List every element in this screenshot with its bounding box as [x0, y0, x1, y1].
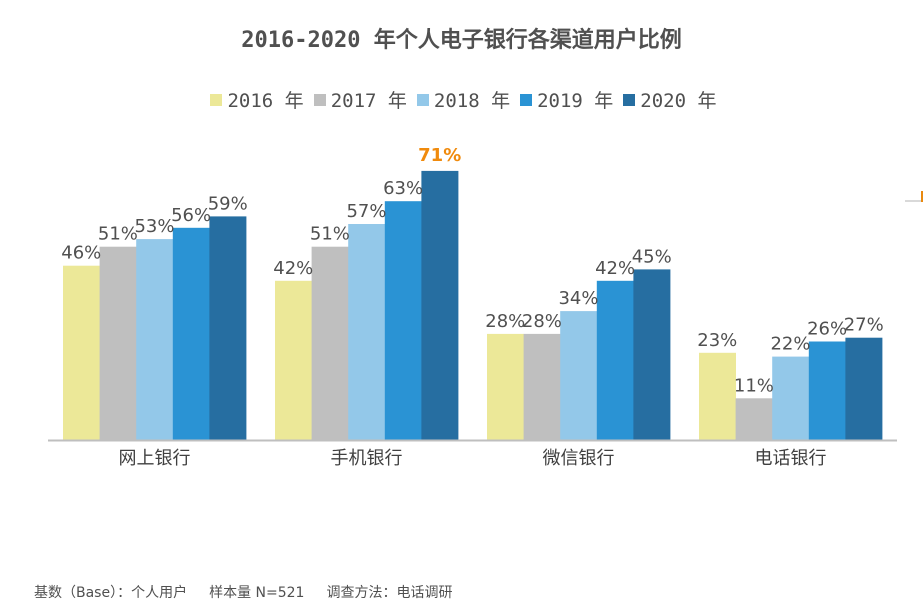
value-label-mobile-2020: 71% — [418, 145, 461, 166]
value-labels-group: 46%51%53%56%59%42%51%57%63%71%28%28%34%4… — [61, 145, 883, 396]
value-label-online-2016: 46% — [61, 243, 101, 264]
value-label-online-2019: 56% — [171, 205, 211, 226]
category-label-phone: 电话银行 — [755, 448, 827, 469]
legend-item-2016: 2016 年 — [210, 86, 304, 113]
chart-title: 2016-2020 年个人电子银行各渠道用户比例 — [241, 28, 682, 53]
bar-phone-2020 — [845, 337, 883, 440]
value-label-phone-2020: 27% — [844, 315, 884, 336]
value-label-mobile-2019: 63% — [383, 178, 423, 199]
footer-note: 基数（Base）：个人用户 样本量 N=521 调查方法：电话调研 — [34, 582, 474, 602]
bar-mobile-2019 — [384, 201, 422, 440]
legend-swatch-2017 — [313, 93, 326, 106]
decorative-accent — [921, 191, 923, 202]
bar-phone-2019 — [808, 341, 846, 440]
value-label-wechat-2020: 45% — [632, 246, 672, 267]
value-label-wechat-2017: 28% — [522, 311, 562, 332]
value-label-online-2020: 59% — [208, 193, 248, 214]
bar-online-2016 — [63, 265, 100, 440]
value-label-wechat-2019: 42% — [595, 258, 635, 279]
value-label-wechat-2018: 34% — [558, 288, 598, 309]
legend-item-2019: 2019 年 — [520, 86, 613, 113]
legend-swatch-2018 — [416, 93, 429, 106]
value-label-mobile-2017: 51% — [310, 224, 350, 245]
category-label-online: 网上银行 — [119, 448, 191, 469]
value-label-wechat-2016: 28% — [485, 311, 525, 332]
bar-wechat-2016 — [487, 333, 524, 440]
bar-phone-2017 — [735, 398, 773, 440]
bar-online-2019 — [172, 227, 210, 440]
value-label-phone-2019: 26% — [807, 319, 847, 340]
bar-wechat-2017 — [523, 333, 561, 440]
footer-base: 基数（Base）：个人用户 — [34, 585, 188, 601]
bars-group — [63, 170, 883, 440]
value-label-mobile-2018: 57% — [346, 201, 386, 222]
value-label-phone-2016: 23% — [697, 330, 737, 351]
legend-label-2017: 2017 年 — [330, 90, 407, 112]
legend-label-2019: 2019 年 — [537, 90, 614, 112]
value-label-online-2017: 51% — [98, 224, 138, 245]
bar-online-2018 — [136, 239, 174, 440]
value-label-phone-2018: 22% — [770, 334, 810, 355]
footer-method: 调查方法：电话调研 — [326, 585, 453, 601]
legend-label-2018: 2018 年 — [433, 90, 511, 112]
bar-online-2017 — [99, 246, 137, 440]
decorative-line — [905, 200, 921, 202]
bar-mobile-2017 — [311, 246, 349, 440]
legend: 2016 年 2017 年 2018 年 2019 年 2020 年 — [0, 86, 923, 113]
legend-item-2018: 2018 年 — [416, 86, 511, 113]
bar-online-2020 — [209, 216, 247, 440]
legend-item-2017: 2017 年 — [313, 86, 407, 113]
bar-mobile-2016 — [275, 280, 312, 440]
legend-label-2020: 2020 年 — [640, 90, 717, 112]
category-label-mobile: 手机银行 — [331, 448, 403, 469]
decorative-marker — [905, 191, 923, 203]
legend-swatch-2016 — [210, 93, 223, 106]
value-label-phone-2017: 11% — [734, 375, 774, 396]
value-label-online-2018: 53% — [134, 216, 174, 237]
footer-sample: 样本量 N=521 — [209, 585, 305, 601]
bar-mobile-2020 — [421, 170, 459, 440]
category-labels-group: 网上银行 手机银行 微信银行 电话银行 — [119, 448, 827, 469]
bar-wechat-2018 — [560, 311, 598, 440]
category-label-wechat: 微信银行 — [543, 448, 615, 469]
bar-mobile-2018 — [348, 224, 386, 440]
bar-wechat-2019 — [596, 280, 634, 440]
legend-swatch-2020 — [623, 93, 636, 106]
bar-phone-2016 — [699, 352, 736, 440]
legend-swatch-2019 — [520, 93, 533, 106]
bar-phone-2018 — [772, 356, 810, 440]
value-label-mobile-2016: 42% — [273, 258, 313, 279]
legend-label-2016: 2016 年 — [227, 90, 304, 112]
legend-item-2020: 2020 年 — [623, 86, 717, 113]
bar-wechat-2020 — [633, 269, 671, 440]
